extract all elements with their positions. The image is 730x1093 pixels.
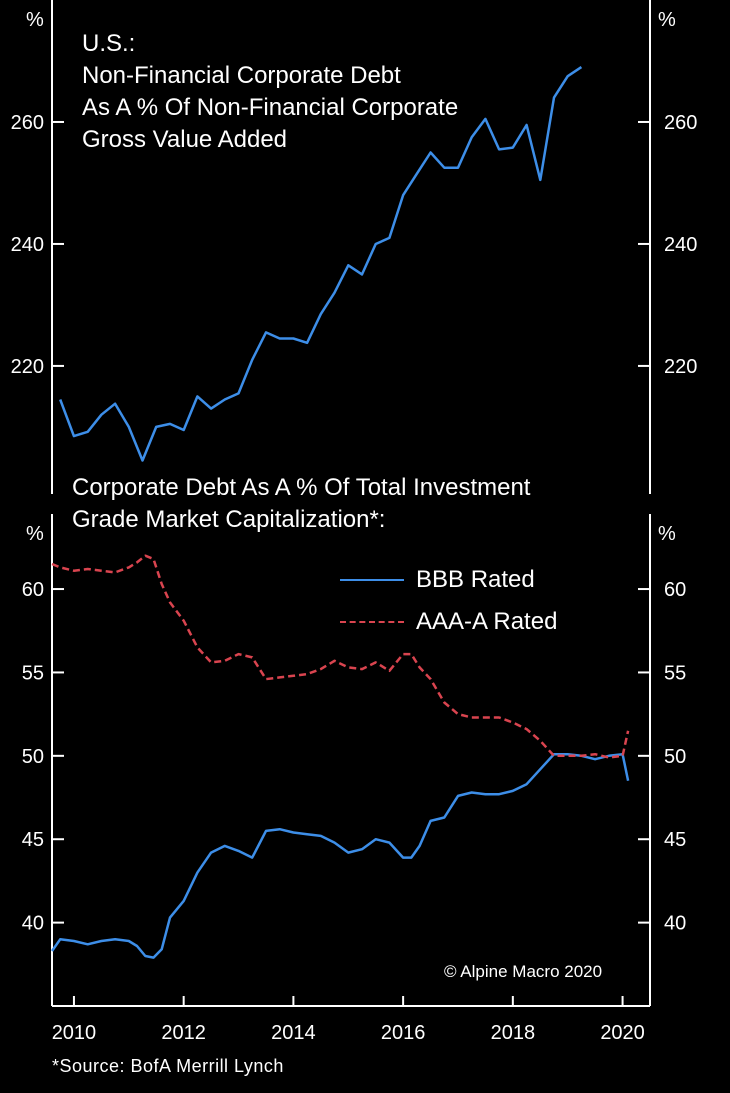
top-unit-label-right: % xyxy=(658,9,676,31)
bottom-ytick-label-right-45: 45 xyxy=(664,829,686,851)
top-panel: % % 220 220 240 240 260 260 xyxy=(11,0,697,494)
xtick-label-2020: 2020 xyxy=(600,1022,645,1044)
bottom-ytick-label-left-40: 40 xyxy=(22,913,44,935)
top-title-line-4: Gross Value Added xyxy=(82,126,288,153)
top-title-line-3: As A % Of Non-Financial Corporate xyxy=(82,94,459,121)
top-ytick-label-right-220: 220 xyxy=(664,356,697,378)
bottom-series-bbb-rated xyxy=(50,752,630,959)
bottom-ytick-label-left-60: 60 xyxy=(22,579,44,601)
bottom-ytick-label-left-55: 55 xyxy=(22,662,44,684)
bottom-title-line-1: Corporate Debt As A % Of Total Investmen… xyxy=(72,474,531,501)
xtick-label-2016: 2016 xyxy=(381,1022,426,1044)
bottom-chart-title: Corporate Debt As A % Of Total Investmen… xyxy=(72,472,530,536)
xtick-label-2012: 2012 xyxy=(161,1022,206,1044)
legend-swatch-aaa xyxy=(340,621,404,623)
legend-entry-aaa: AAA-A Rated xyxy=(340,608,557,636)
xtick-label-2010: 2010 xyxy=(52,1022,97,1044)
top-chart-title: U.S.: Non-Financial Corporate Debt As A … xyxy=(82,28,458,156)
top-unit-label-left: % xyxy=(26,9,44,31)
bottom-panel: % % 40 40 45 45 50 50 55 55 60 60 xyxy=(22,514,686,1006)
top-ytick-label-left-240: 240 xyxy=(11,234,44,256)
legend-label-bbb: BBB Rated xyxy=(416,566,535,593)
legend-swatch-bbb xyxy=(340,579,404,581)
bottom-series-aaa-a-rated xyxy=(51,554,630,759)
bottom-unit-label-left: % xyxy=(26,523,44,545)
top-title-line-2: Non-Financial Corporate Debt xyxy=(82,62,401,89)
top-ytick-label-right-260: 260 xyxy=(664,112,697,134)
top-ytick-label-right-240: 240 xyxy=(664,234,697,256)
bottom-unit-label-right: % xyxy=(658,523,676,545)
source-note: *Source: BofA Merrill Lynch xyxy=(52,1056,284,1076)
top-title-line-1: U.S.: xyxy=(82,30,136,57)
top-ytick-label-left-220: 220 xyxy=(11,356,44,378)
legend-entry-bbb: BBB Rated xyxy=(340,566,535,594)
x-axis: 2010 2012 2014 2016 2018 2020 xyxy=(52,996,650,1044)
top-ytick-label-left-260: 260 xyxy=(11,112,44,134)
bottom-ytick-label-right-60: 60 xyxy=(664,579,686,601)
bottom-ytick-label-left-50: 50 xyxy=(22,746,44,768)
bottom-ytick-label-right-40: 40 xyxy=(664,913,686,935)
legend-label-aaa: AAA-A Rated xyxy=(416,608,558,635)
top-series-non-financial-corporate-debt-gva xyxy=(59,66,583,462)
bottom-ytick-label-left-45: 45 xyxy=(22,829,44,851)
bottom-ytick-label-right-50: 50 xyxy=(664,746,686,768)
bottom-ytick-label-right-55: 55 xyxy=(664,662,686,684)
copyright-note: © Alpine Macro 2020 xyxy=(444,962,603,981)
xtick-label-2014: 2014 xyxy=(271,1022,316,1044)
bottom-title-line-2: Grade Market Capitalization*: xyxy=(72,506,386,533)
xtick-label-2018: 2018 xyxy=(491,1022,536,1044)
